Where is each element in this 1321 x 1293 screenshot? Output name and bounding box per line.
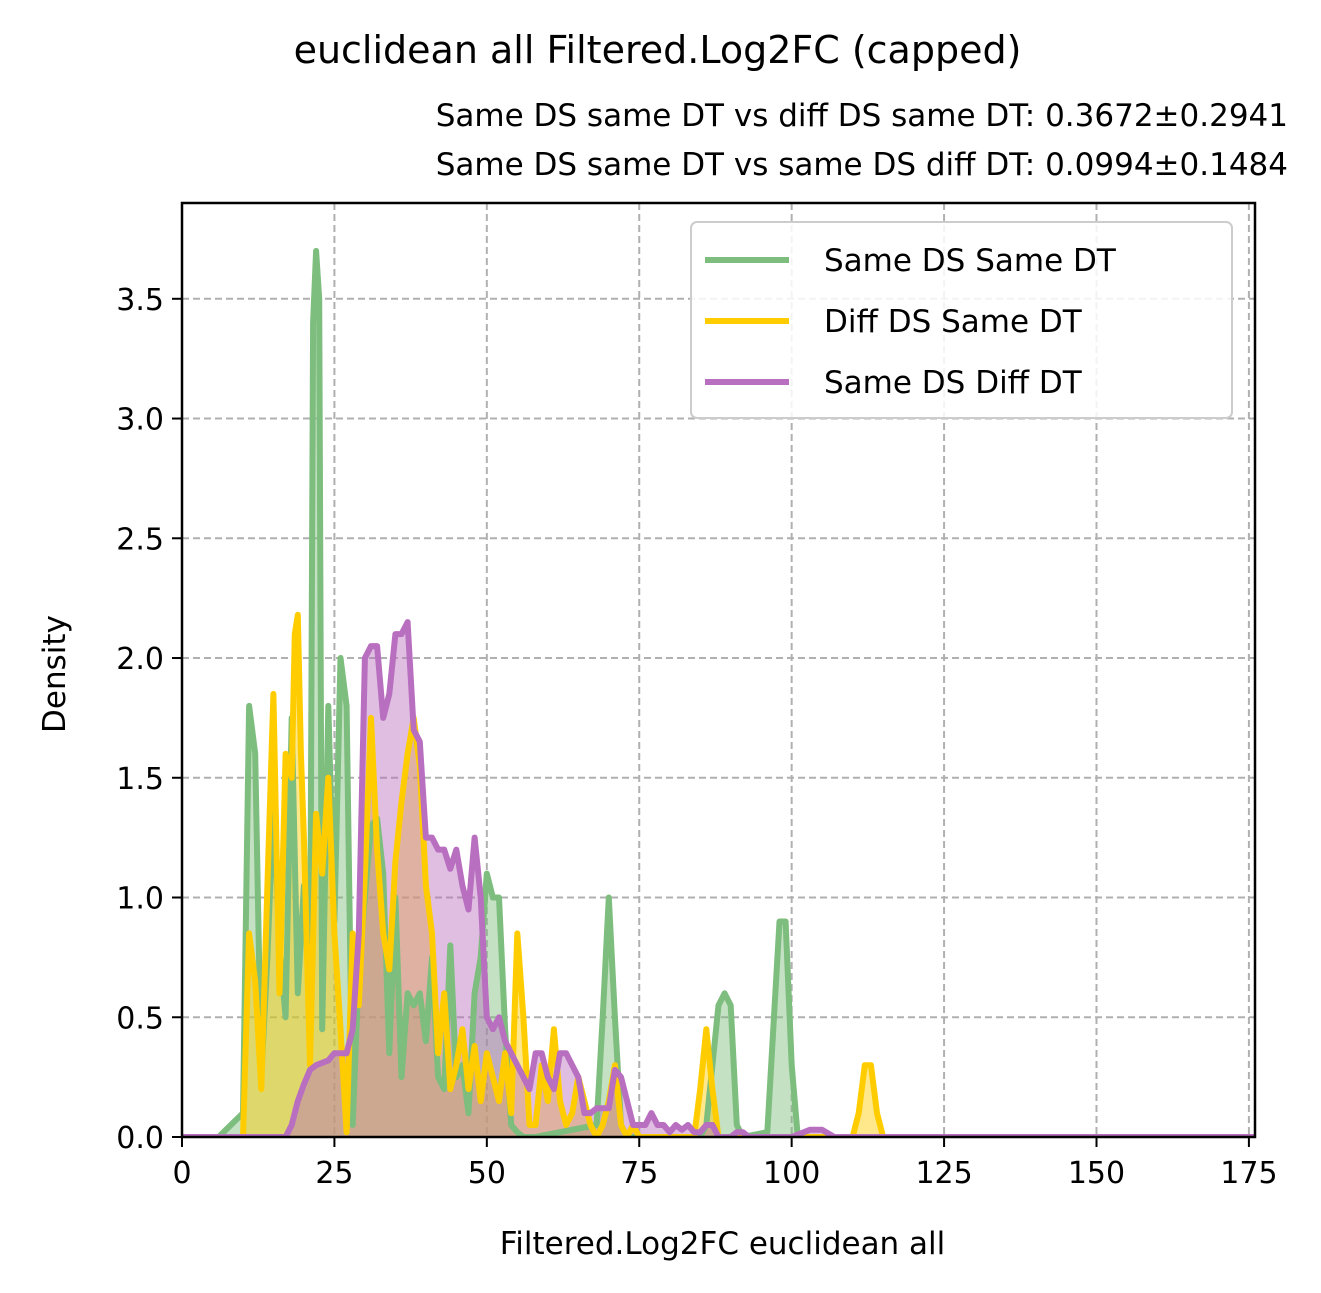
chart-subtitle-line-2: Same DS same DT vs same DS diff DT: 0.09…: [435, 147, 1288, 183]
x-tick-label: 175: [1220, 1156, 1277, 1191]
line-same-ds-diff-dt: [182, 619, 1255, 1137]
x-tick-label: 100: [763, 1156, 820, 1191]
x-tick-label: 75: [620, 1156, 658, 1191]
area-same-ds-same-dt: [182, 250, 1255, 1137]
y-axis-label: Density: [37, 615, 73, 733]
x-tick-label: 150: [1068, 1156, 1125, 1191]
x-tick-label: 125: [915, 1156, 972, 1191]
legend-label-same-ds-diff-dt: Same DS Diff DT: [824, 365, 1083, 401]
y-tick-label: 0.5: [116, 1001, 164, 1036]
chart-subtitle-line-1: Same DS same DT vs diff DS same DT: 0.36…: [435, 98, 1288, 134]
legend-box: [690, 221, 1233, 419]
x-tick-label: 0: [172, 1156, 191, 1191]
y-tick-label: 1.5: [116, 762, 164, 797]
y-tick-label: 2.0: [116, 642, 164, 677]
chart-title: euclidean all Filtered.Log2FC (capped): [293, 28, 1022, 72]
x-axis-label: Filtered.Log2FC euclidean all: [500, 1226, 946, 1262]
y-tick-label: 1.0: [116, 882, 164, 917]
y-tick-label: 3.5: [116, 283, 164, 318]
y-tick-label: 2.5: [116, 522, 164, 557]
x-tick-label: 25: [315, 1156, 353, 1191]
legend-label-same-ds-same-dt: Same DS Same DT: [824, 243, 1117, 279]
legend-label-diff-ds-same-dt: Diff DS Same DT: [824, 304, 1083, 340]
y-tick-label: 0.0: [116, 1121, 164, 1156]
x-tick-label: 50: [468, 1156, 506, 1191]
plot-frame: [180, 201, 1257, 1139]
y-tick-label: 3.0: [116, 403, 164, 438]
line-diff-ds-same-dt: [182, 611, 1255, 1137]
